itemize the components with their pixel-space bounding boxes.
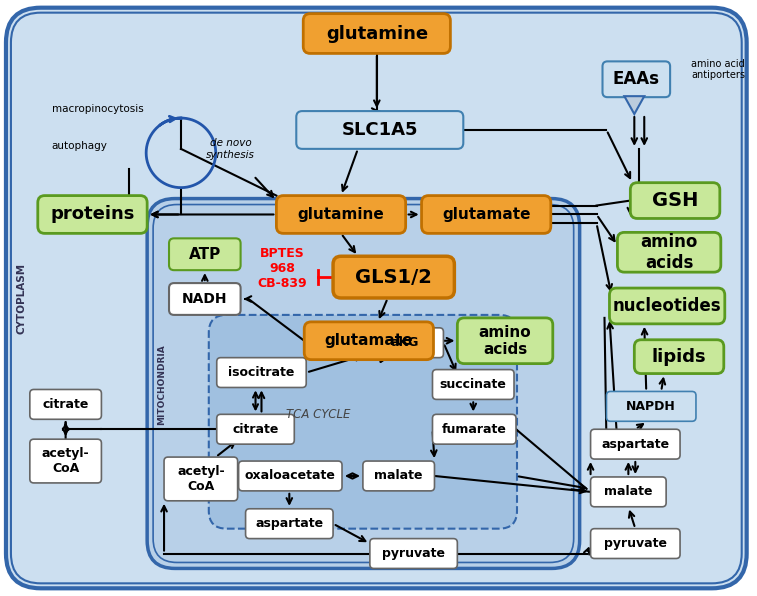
FancyBboxPatch shape xyxy=(590,477,666,507)
Text: malate: malate xyxy=(375,470,423,483)
FancyBboxPatch shape xyxy=(590,529,680,558)
Text: fumarate: fumarate xyxy=(442,423,506,436)
Text: autophagy: autophagy xyxy=(51,141,107,151)
FancyBboxPatch shape xyxy=(6,8,746,588)
FancyBboxPatch shape xyxy=(366,328,444,358)
FancyBboxPatch shape xyxy=(276,195,406,234)
Text: lipids: lipids xyxy=(652,347,706,366)
FancyBboxPatch shape xyxy=(245,509,333,539)
Polygon shape xyxy=(625,96,644,114)
FancyBboxPatch shape xyxy=(30,439,101,483)
Text: amino
acids: amino acids xyxy=(478,325,531,357)
Text: aspartate: aspartate xyxy=(255,517,323,530)
Text: glutamine: glutamine xyxy=(298,207,385,222)
FancyBboxPatch shape xyxy=(296,111,463,149)
Text: glutamate: glutamate xyxy=(442,207,531,222)
FancyBboxPatch shape xyxy=(169,238,241,270)
Text: succinate: succinate xyxy=(440,378,506,391)
Text: de novo
synthesis: de novo synthesis xyxy=(206,138,255,160)
FancyBboxPatch shape xyxy=(457,318,553,364)
FancyBboxPatch shape xyxy=(164,457,238,501)
Text: pyruvate: pyruvate xyxy=(604,537,667,550)
Text: TCA CYCLE: TCA CYCLE xyxy=(286,408,350,421)
FancyBboxPatch shape xyxy=(30,389,101,420)
Text: isocitrate: isocitrate xyxy=(229,366,294,379)
Text: aKG: aKG xyxy=(391,336,419,349)
FancyBboxPatch shape xyxy=(217,414,294,444)
Text: NADH: NADH xyxy=(182,292,228,306)
FancyBboxPatch shape xyxy=(590,429,680,459)
FancyBboxPatch shape xyxy=(370,539,457,569)
Text: amino
acids: amino acids xyxy=(640,233,698,272)
FancyBboxPatch shape xyxy=(363,461,435,491)
Text: glutamate: glutamate xyxy=(325,333,413,348)
FancyBboxPatch shape xyxy=(238,461,342,491)
FancyBboxPatch shape xyxy=(304,14,450,54)
FancyBboxPatch shape xyxy=(631,182,720,219)
FancyBboxPatch shape xyxy=(217,358,307,387)
Text: oxaloacetate: oxaloacetate xyxy=(245,470,336,483)
FancyBboxPatch shape xyxy=(38,195,147,234)
Text: GSH: GSH xyxy=(652,191,698,210)
FancyBboxPatch shape xyxy=(609,288,724,324)
Text: NAPDH: NAPDH xyxy=(626,400,676,413)
FancyBboxPatch shape xyxy=(432,414,516,444)
Text: citrate: citrate xyxy=(42,398,89,411)
FancyBboxPatch shape xyxy=(606,392,696,421)
FancyBboxPatch shape xyxy=(169,283,241,315)
Text: EAAs: EAAs xyxy=(613,70,660,88)
FancyBboxPatch shape xyxy=(603,61,670,97)
FancyBboxPatch shape xyxy=(304,322,434,359)
Text: BPTES
968
CB-839: BPTES 968 CB-839 xyxy=(257,247,307,290)
FancyBboxPatch shape xyxy=(432,370,514,399)
Text: aspartate: aspartate xyxy=(601,437,669,451)
Text: pyruvate: pyruvate xyxy=(382,547,445,560)
Text: proteins: proteins xyxy=(50,206,135,224)
FancyBboxPatch shape xyxy=(618,232,721,272)
Text: ATP: ATP xyxy=(188,247,221,262)
FancyBboxPatch shape xyxy=(422,195,551,234)
Text: MITOCHONDRIA: MITOCHONDRIA xyxy=(157,344,167,425)
Text: SLC1A5: SLC1A5 xyxy=(341,121,418,139)
Text: macropinocytosis: macropinocytosis xyxy=(51,104,143,114)
FancyBboxPatch shape xyxy=(147,198,580,569)
Text: acetyl-
CoA: acetyl- CoA xyxy=(177,465,225,493)
FancyBboxPatch shape xyxy=(209,315,517,529)
Text: citrate: citrate xyxy=(232,423,279,436)
Text: malate: malate xyxy=(604,485,653,498)
Text: nucleotides: nucleotides xyxy=(613,297,721,315)
Text: CYTOPLASM: CYTOPLASM xyxy=(17,262,26,334)
FancyBboxPatch shape xyxy=(634,340,724,374)
Text: amino acid
antiporters: amino acid antiporters xyxy=(691,58,745,80)
Text: GLS1/2: GLS1/2 xyxy=(355,268,432,287)
FancyBboxPatch shape xyxy=(333,256,454,298)
Text: acetyl-
CoA: acetyl- CoA xyxy=(42,447,89,475)
Text: glutamine: glutamine xyxy=(326,24,428,42)
